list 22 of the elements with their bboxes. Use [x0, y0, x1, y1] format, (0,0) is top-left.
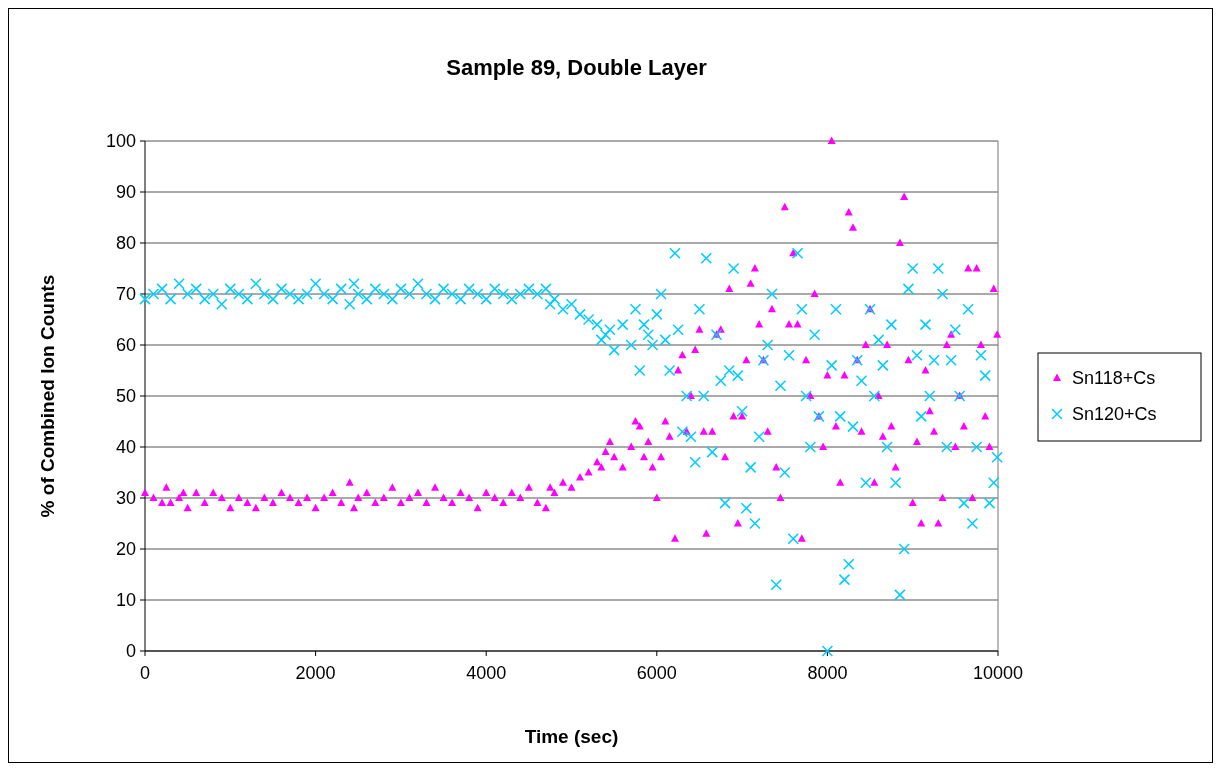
y-tick-label: 30 [115, 488, 136, 509]
y-axis-title: % of Combined Ion Counts [37, 274, 58, 518]
y-tick-label: 80 [115, 233, 136, 254]
y-tick-label: 0 [125, 641, 136, 662]
y-tick-label: 70 [115, 284, 136, 305]
x-tick-label: 10000 [972, 663, 1024, 683]
x-tick-label: 8000 [807, 663, 848, 683]
legend-label: Sn118+Cs [1072, 368, 1156, 389]
x-axis-title: Time (sec) [524, 726, 619, 747]
x-tick-label: 4000 [466, 663, 507, 683]
y-tick-label: 10 [115, 590, 136, 611]
chart-title: Sample 89, Double Layer [446, 55, 708, 80]
y-tick-label: 100 [105, 131, 136, 152]
x-tick-label: 6000 [636, 663, 677, 683]
y-tick-label: 50 [115, 386, 136, 407]
y-tick-label: 40 [115, 437, 136, 458]
y-tick-label: 90 [115, 182, 136, 203]
y-tick-label: 60 [115, 335, 136, 356]
y-tick-label: 20 [115, 539, 136, 560]
x-tick-label: 2000 [295, 663, 336, 683]
x-tick-label: 0 [139, 663, 151, 683]
legend-label: Sn120+Cs [1072, 404, 1157, 425]
